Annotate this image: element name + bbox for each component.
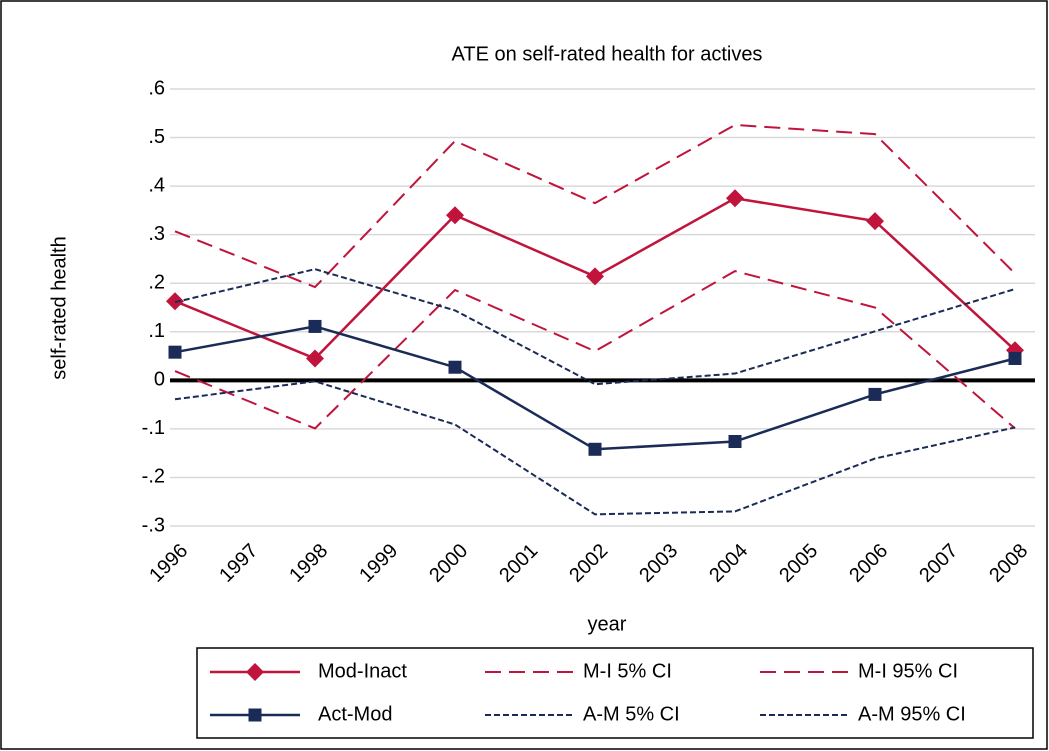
x-axis-title: year <box>588 613 627 635</box>
series-line <box>174 270 1016 430</box>
y-tick-label: .3 <box>148 223 165 245</box>
marker <box>446 206 464 225</box>
y-tick-label: .1 <box>148 320 165 342</box>
marker <box>306 349 324 368</box>
legend-label: Mod-Inact <box>318 660 407 682</box>
marker <box>248 708 262 722</box>
series-line <box>174 380 1016 516</box>
chart-title: ATE on self-rated health for actives <box>452 43 763 65</box>
legend <box>196 647 1034 739</box>
marker <box>588 442 602 456</box>
legend-label: A-M 5% CI <box>583 703 680 725</box>
legend-label: A-M 95% CI <box>858 703 966 725</box>
y-tick-label: 0 <box>154 369 165 391</box>
marker <box>726 189 744 208</box>
marker <box>246 663 264 681</box>
series-line <box>174 123 1016 289</box>
y-tick-label: -.1 <box>142 417 165 439</box>
marker <box>868 387 882 401</box>
marker <box>586 267 604 286</box>
marker <box>168 345 182 359</box>
marker <box>866 212 884 231</box>
y-tick-label: .4 <box>148 174 165 196</box>
y-axis-title: self-rated health <box>48 236 70 379</box>
legend-label: Act-Mod <box>318 703 392 725</box>
y-tick-label: .6 <box>148 77 165 99</box>
marker <box>728 435 742 449</box>
marker <box>1008 351 1022 365</box>
y-tick-label: .2 <box>148 272 165 294</box>
y-tick-label: .5 <box>148 126 165 148</box>
y-tick-label: -.2 <box>142 466 165 488</box>
series-line <box>174 268 1016 386</box>
legend-label: M-I 95% CI <box>858 660 958 682</box>
marker <box>448 360 462 374</box>
marker <box>308 319 322 333</box>
y-tick-label: -.3 <box>142 514 165 536</box>
legend-label: M-I 5% CI <box>583 660 672 682</box>
